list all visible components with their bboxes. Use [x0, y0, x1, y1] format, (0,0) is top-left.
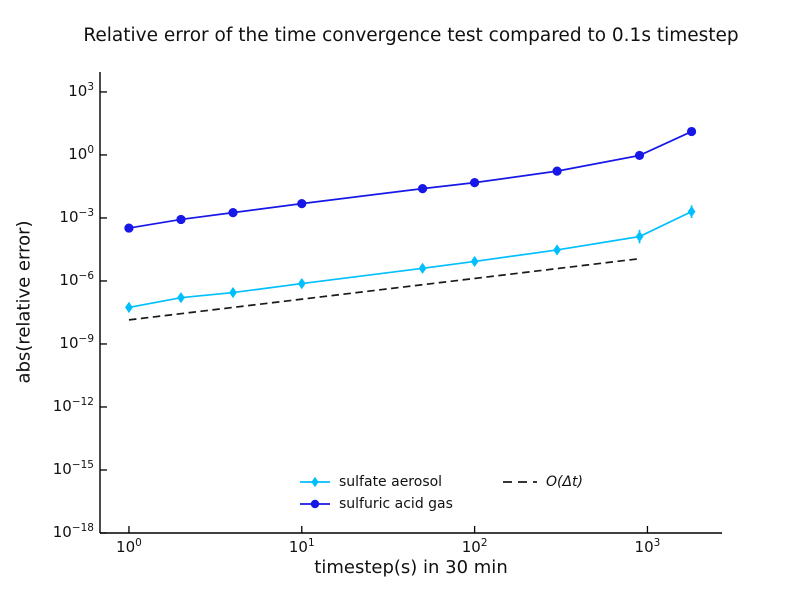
marker-circle	[686, 126, 697, 137]
marker-circle	[297, 199, 307, 209]
x-tick-label: 102	[461, 537, 488, 556]
marker-diamond	[418, 262, 427, 274]
y-tick-label: 10−12	[52, 395, 94, 415]
marker-diamond	[229, 286, 237, 299]
legend-item-odt: O(Δt)	[502, 474, 583, 490]
marker-circle	[552, 166, 562, 176]
legend-sample-icon	[300, 499, 330, 509]
marker-circle	[228, 207, 238, 218]
marker-diamond	[125, 301, 133, 314]
marker-diamond	[297, 277, 306, 290]
marker-circle	[470, 178, 480, 188]
marker-circle	[417, 183, 428, 194]
marker-diamond	[470, 255, 479, 268]
y-tick-label: 10−3	[59, 206, 94, 226]
legend-label: O(Δt)	[546, 474, 584, 490]
chart-title: Relative error of the time convergence t…	[83, 25, 739, 46]
legend-item-sulfate-aerosol: sulfate aerosol	[299, 474, 442, 490]
y-axis-label: abs(relative error)	[13, 220, 35, 384]
legend-label: sulfuric acid gas	[339, 496, 453, 512]
legend-label: sulfate aerosol	[339, 474, 443, 490]
y-tick-label: 10−18	[52, 522, 94, 541]
x-tick-label: 101	[288, 537, 315, 556]
legend-item-sulfuric-acid-gas: sulfuric acid gas	[299, 496, 453, 512]
series-line-sulfate-aerosol	[128, 210, 692, 309]
y-tick-label: 10−15	[52, 458, 94, 478]
legend-dashed-sample-icon	[503, 481, 537, 483]
marker-circle	[124, 223, 134, 233]
x-tick-label: 100	[116, 537, 142, 556]
legend-sample-icon	[300, 476, 330, 488]
marker-circle	[176, 214, 186, 225]
reference-line-odt	[128, 257, 640, 321]
y-tick-label: 10−9	[59, 332, 94, 352]
x-tick-label: 103	[634, 537, 661, 556]
marker-diamond	[635, 230, 644, 243]
marker-diamond	[553, 244, 561, 256]
y-tick-label: 10−6	[59, 269, 94, 289]
marker-diamond	[687, 206, 696, 218]
marker-circle	[634, 150, 645, 161]
series-line-sulfuric-acid-gas	[128, 130, 692, 229]
y-tick-label: 103	[68, 80, 94, 100]
y-tick-label: 100	[68, 143, 94, 163]
x-axis-label: timestep(s) in 30 min	[314, 557, 508, 578]
marker-diamond	[177, 292, 185, 304]
